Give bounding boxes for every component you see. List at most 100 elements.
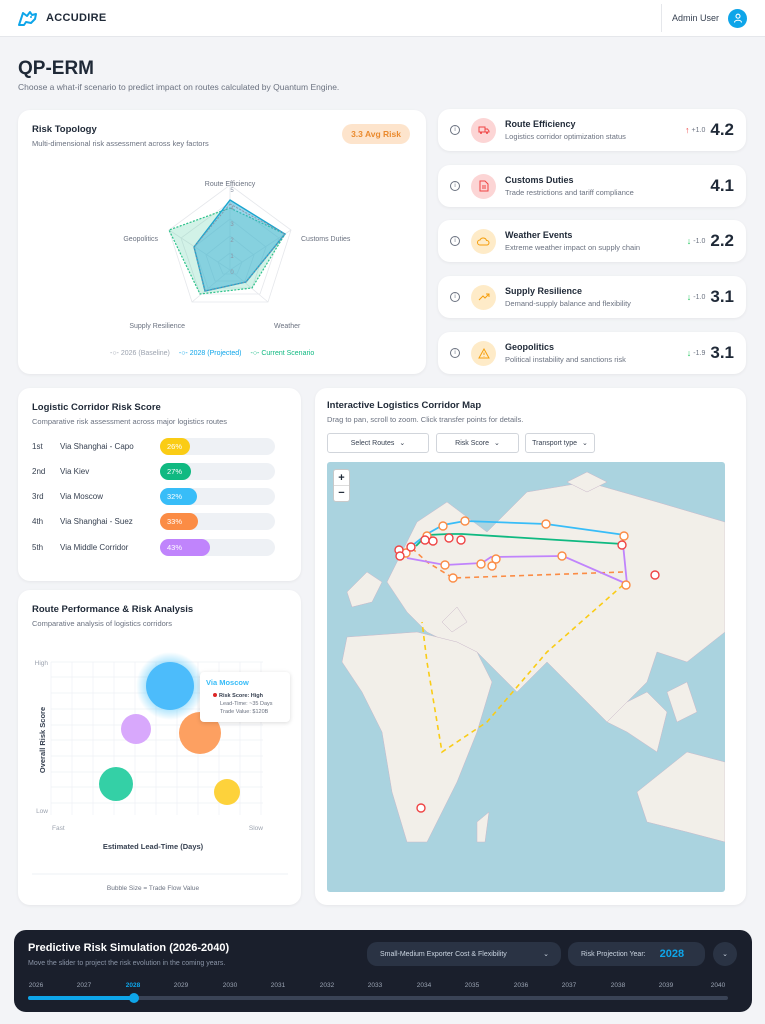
metric-title: Route Efficiency <box>505 119 576 129</box>
route-shanghai-capo <box>421 584 624 754</box>
metric-title: Geopolitics <box>505 342 555 352</box>
tooltip-title: Via Moscow <box>206 678 249 687</box>
metric-customs-duties[interactable]: i Customs Duties Trade restrictions and t… <box>438 165 746 207</box>
avatar[interactable] <box>728 8 747 28</box>
simulation-panel: Predictive Risk Simulation (2026-2040) M… <box>14 930 752 1012</box>
user-name: Admin User <box>671 13 719 23</box>
card-title: Route Performance & Risk Analysis <box>32 604 194 615</box>
transport-type-dropdown[interactable]: Transport type ⌄ <box>525 433 595 453</box>
zoom-out-button[interactable]: − <box>338 487 345 499</box>
y-axis-label: Overall Risk Score <box>38 707 47 773</box>
projection-year-display: Risk Projection Year: 2028 <box>568 942 705 966</box>
info-icon[interactable]: i <box>450 125 460 135</box>
axis-weather: Weather <box>274 323 301 330</box>
bubble-via-shanghai-suez[interactable] <box>179 712 221 754</box>
cloud-icon <box>471 228 496 254</box>
avg-risk-badge: 3.3 Avg Risk <box>342 124 410 144</box>
map-zoom-control: + − <box>333 469 350 502</box>
metric-value: 4.1 <box>710 176 734 195</box>
svg-text:High: High <box>35 660 49 667</box>
simulation-title: Predictive Risk Simulation (2026-2040) <box>28 942 230 954</box>
legend-baseline[interactable]: -○- 2026 (Baseline) <box>110 350 170 357</box>
corridor-row[interactable]: 3rd Via Moscow 32% <box>32 488 292 505</box>
bubble-via-shanghai-capo[interactable] <box>214 779 240 805</box>
axis-route-efficiency: Route Efficiency <box>205 181 256 188</box>
document-icon <box>471 173 496 199</box>
arrow-up-icon: ↑ <box>685 125 690 135</box>
metric-supply-resilience[interactable]: i Supply Resilience Demand-supply balance… <box>438 276 746 318</box>
metric-subtitle: Political instability and sanctions risk <box>505 355 626 364</box>
corridor-row[interactable]: 5th Via Middle Corridor 43% <box>32 539 292 556</box>
truck-icon <box>471 117 496 143</box>
metric-subtitle: Logistics corridor optimization status <box>505 132 626 141</box>
metric-delta: ↑ +1.0 <box>685 125 706 135</box>
corridor-row[interactable]: 4th Via Shanghai - Suez 33% <box>32 513 292 530</box>
metric-title: Weather Events <box>505 230 573 240</box>
corridor-row[interactable]: 2nd Via Kiev 27% <box>32 463 292 480</box>
route-shanghai-suez <box>413 549 624 579</box>
legend-projected[interactable]: -○- 2028 (Projected) <box>178 350 242 357</box>
metric-title: Supply Resilience <box>505 286 583 296</box>
card-title: Interactive Logistics Corridor Map <box>327 400 482 411</box>
bubble-via-moscow[interactable] <box>146 662 194 710</box>
year-slider[interactable] <box>28 993 728 1003</box>
corridor-row[interactable]: 1st Via Shanghai - Capo 26% <box>32 438 292 455</box>
axis-geopolitics: Geopolitics <box>123 236 158 243</box>
metric-subtitle: Extreme weather impact on supply chain <box>505 243 641 252</box>
select-routes-dropdown[interactable]: Select Routes ⌄ <box>327 433 429 453</box>
card-subtitle: Comparative analysis of logistics corrid… <box>32 619 173 628</box>
svg-text:5: 5 <box>230 188 234 194</box>
metric-weather-events[interactable]: i Weather Events Extreme weather impact o… <box>438 220 746 262</box>
route-performance-card: Route Performance & Risk Analysis Compar… <box>18 590 301 905</box>
slider-thumb[interactable] <box>129 993 139 1003</box>
bubble-via-middle-corridor[interactable] <box>121 714 151 744</box>
radar-legend: -○- 2026 (Baseline) -○- 2028 (Projected)… <box>110 350 314 357</box>
metric-value: 2.2 <box>710 231 734 250</box>
risk-score-dropdown[interactable]: Risk Score ⌄ <box>436 433 519 453</box>
bubble-size-note: Bubble Size = Trade Flow Value <box>107 885 200 892</box>
arrow-down-icon: ↓ <box>686 292 692 302</box>
risk-topology-card: Risk Topology Multi-dimensional risk ass… <box>18 110 426 374</box>
page-title: QP-ERM <box>18 58 94 79</box>
metric-geopolitics[interactable]: i Geopolitics Political instability and s… <box>438 332 746 374</box>
arrow-down-icon: ↓ <box>686 236 692 246</box>
brand[interactable]: ACCUDIRE <box>18 10 106 26</box>
metric-delta: ↓ -1.0 <box>686 292 706 302</box>
metric-value: 4.2 <box>710 120 734 139</box>
score-bar: 43% <box>160 539 210 556</box>
bubble-via-kiev[interactable] <box>99 767 133 801</box>
axis-supply-resilience: Supply Resilience <box>129 323 185 330</box>
info-icon[interactable]: i <box>450 292 460 302</box>
info-icon[interactable]: i <box>450 236 460 246</box>
x-axis-label: Estimated Lead-Time (Days) <box>103 842 204 851</box>
chevron-down-icon: ⌄ <box>582 440 588 447</box>
tooltip: Via Moscow Risk Score: High Lead-Time: ~… <box>200 672 290 722</box>
svg-text:Fast: Fast <box>52 825 65 832</box>
status-dot <box>213 693 217 697</box>
svg-text:4: 4 <box>230 206 234 212</box>
trending-up-icon <box>471 284 496 310</box>
rhino-logo-icon <box>18 11 37 26</box>
metric-value: 3.1 <box>710 343 734 362</box>
chevron-down-icon: ⌄ <box>543 951 549 958</box>
legend-current[interactable]: -○- Current Scenario <box>250 350 315 357</box>
metric-subtitle: Trade restrictions and tariff compliance <box>505 188 634 197</box>
expand-button[interactable]: ⌄ <box>713 942 737 966</box>
scenario-dropdown[interactable]: Small-Medium Exporter Cost & Flexibility… <box>367 942 561 966</box>
user-menu[interactable]: Admin User <box>660 4 747 32</box>
metric-route-efficiency[interactable]: i Route Efficiency Logistics corridor opt… <box>438 109 746 151</box>
card-subtitle: Comparative risk assessment across major… <box>32 417 228 426</box>
map-canvas[interactable]: + − <box>327 462 725 892</box>
zoom-in-button[interactable]: + <box>334 470 349 486</box>
score-bar: 27% <box>160 463 191 480</box>
metric-subtitle: Demand-supply balance and flexibility <box>505 299 631 308</box>
page-subtitle: Choose a what-if scenario to predict imp… <box>18 82 340 92</box>
card-subtitle: Drag to pan, scroll to zoom. Click trans… <box>327 415 524 424</box>
svg-text:3: 3 <box>230 222 234 228</box>
score-bar: 26% <box>160 438 190 455</box>
simulation-subtitle: Move the slider to project the risk evol… <box>28 960 226 967</box>
info-icon[interactable]: i <box>450 348 460 358</box>
info-icon[interactable]: i <box>450 181 460 191</box>
bubble-chart: High Low Fast Slow Estimated Lead-Time (… <box>32 652 288 892</box>
score-bar: 33% <box>160 513 198 530</box>
